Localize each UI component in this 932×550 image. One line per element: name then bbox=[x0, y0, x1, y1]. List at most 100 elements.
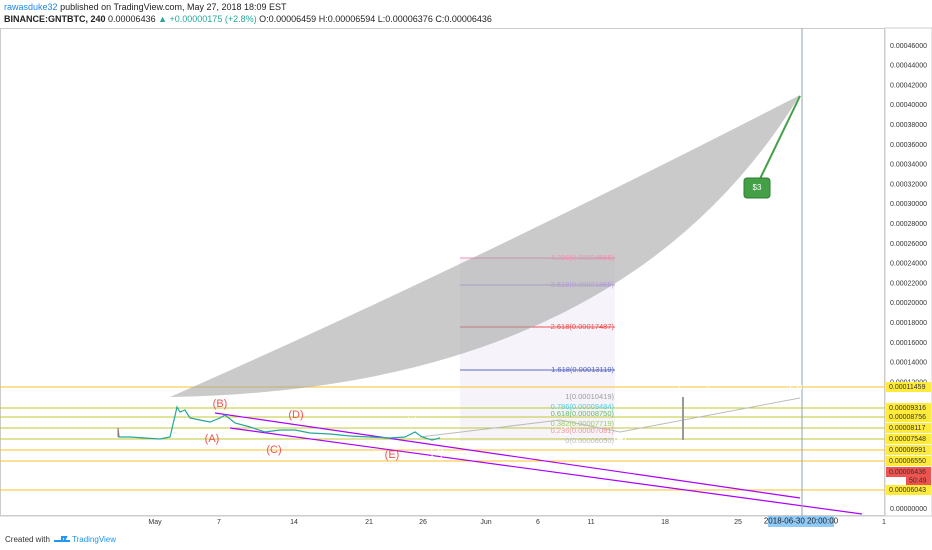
level-label: 0.00008117 bbox=[889, 425, 926, 432]
chart-area bbox=[0, 28, 885, 516]
level-box bbox=[886, 412, 931, 422]
level-box bbox=[886, 382, 931, 392]
fib-label: 0(0.00006050) bbox=[565, 436, 614, 445]
last-price-box bbox=[886, 467, 931, 477]
last-price: 0.00006436 bbox=[889, 469, 926, 476]
level-label: 0.00008756 bbox=[889, 414, 926, 421]
wave-label: (D) bbox=[288, 409, 303, 421]
footer-text: Created with bbox=[5, 535, 50, 544]
user[interactable]: rawasduke32 bbox=[4, 2, 58, 12]
callout-box bbox=[743, 177, 771, 199]
brand[interactable]: TradingView bbox=[72, 535, 116, 544]
channel-line bbox=[214, 412, 801, 499]
level-label: 0.00006991 bbox=[889, 447, 926, 454]
callout: $3 bbox=[753, 183, 762, 192]
time-label: Jun bbox=[480, 519, 491, 526]
levels bbox=[0, 386, 885, 491]
level-box bbox=[886, 485, 931, 495]
cursor-box bbox=[768, 516, 834, 527]
price-label: 0.00014000 bbox=[890, 360, 927, 367]
wave-label: (C) bbox=[266, 444, 281, 456]
fib-label: 4.236(0.00024555) bbox=[551, 253, 615, 262]
price-label: 0.00026000 bbox=[890, 241, 927, 248]
symbol-line: BINANCE:GNTBTC, 240 0.00006436 ▲ +0.0000… bbox=[4, 14, 492, 24]
level-box bbox=[886, 445, 931, 455]
time-label: 1 bbox=[882, 519, 886, 526]
level-label: 0.00011459 bbox=[889, 384, 926, 391]
fib-label: 0.618(0.00008750) bbox=[551, 409, 615, 418]
time-label: 18 bbox=[661, 519, 669, 526]
price-label: 0.00000000 bbox=[890, 506, 927, 513]
fib-label: 1(0.00010419) bbox=[565, 392, 614, 401]
price-label: 0.00030000 bbox=[890, 201, 927, 208]
time-label: 25 bbox=[734, 519, 742, 526]
price-label: 0.00016000 bbox=[890, 340, 927, 347]
level-label: 0.00009316 bbox=[889, 405, 926, 412]
countdown: 50:49 bbox=[909, 477, 927, 484]
level-box bbox=[886, 423, 931, 433]
time-label: 14 bbox=[290, 519, 298, 526]
price-label: 0.00042000 bbox=[890, 82, 927, 89]
published: published on TradingView.com, May 27, 20… bbox=[60, 2, 287, 12]
fib-label: 0.786(0.00009484) bbox=[551, 402, 615, 411]
cursor-label: 2018-06-30 20:00:00 bbox=[764, 517, 839, 526]
wave-label: (2) bbox=[430, 446, 443, 458]
time-label: 7 bbox=[217, 519, 221, 526]
price-label: 0.00024000 bbox=[890, 261, 927, 268]
logo bbox=[54, 536, 70, 542]
price: 0.00006436 bbox=[108, 14, 156, 24]
price-label: 0.00020000 bbox=[890, 300, 927, 307]
level-label: 0.00006550 bbox=[889, 458, 926, 465]
level-box bbox=[886, 456, 931, 466]
price-line bbox=[117, 405, 441, 441]
projection-path bbox=[419, 397, 801, 438]
level-label: 0.00006043 bbox=[889, 487, 926, 494]
wave-label: (3) bbox=[559, 426, 572, 438]
fib-label: 1.618(0.00013119) bbox=[551, 365, 614, 374]
price-label: 0.00038000 bbox=[890, 122, 927, 129]
symbol: BINANCE:GNTBTC, 240 bbox=[4, 14, 106, 24]
wave-label: (A) bbox=[205, 433, 220, 445]
time-label: 6 bbox=[536, 519, 540, 526]
time-label: 21 bbox=[365, 519, 373, 526]
header-line: rawasduke32 published on TradingView.com… bbox=[4, 2, 287, 12]
fib-label: 0.382(0.00007719) bbox=[551, 419, 615, 428]
price-label: 0.00022000 bbox=[890, 280, 927, 287]
wave-label: (5) bbox=[789, 381, 802, 393]
price-label: 0.00032000 bbox=[890, 181, 927, 188]
time-label: May bbox=[148, 519, 162, 526]
level-box bbox=[886, 434, 931, 444]
price-label: 0.00044000 bbox=[890, 63, 927, 70]
wave-label: (4) bbox=[613, 432, 626, 444]
price-label: 0.00034000 bbox=[890, 162, 927, 169]
time-labels: May 7 14 21 26 Jun 6 11 18 25 1 bbox=[148, 519, 886, 526]
projection-arc bbox=[170, 95, 800, 397]
level-box bbox=[886, 403, 931, 413]
wave-label: (E) bbox=[385, 449, 400, 461]
price-label: 0.00018000 bbox=[890, 320, 927, 327]
price-labels: 0.00046000 0.00044000 0.00042000 0.00040000… bbox=[886, 43, 931, 513]
price-label: 0.00040000 bbox=[890, 102, 927, 109]
time-label: 11 bbox=[587, 519, 594, 526]
ohlc: L:0.00006376 bbox=[378, 14, 433, 24]
ohlc: H:0.00006594 bbox=[319, 14, 376, 24]
wave-label: (1) bbox=[405, 416, 418, 428]
level-label: 0.00007548 bbox=[889, 436, 926, 443]
time-label: 26 bbox=[419, 519, 427, 526]
measure-label: 0.00004404 (72.82%) 4404 bbox=[633, 379, 731, 388]
change: ▲ +0.00000175 (+2.8%) bbox=[158, 14, 256, 24]
ohlc: C:0.00006436 bbox=[435, 14, 492, 24]
wave-label: (B) bbox=[213, 398, 228, 410]
fib-labels: 4.236(0.00024555) 3.618(0.00021855) 2.618(… bbox=[551, 253, 615, 445]
channel-line bbox=[229, 427, 863, 515]
callout-arrow bbox=[756, 95, 801, 186]
fib-label: 3.618(0.00021855) bbox=[551, 280, 615, 289]
price-label: 0.00036000 bbox=[890, 142, 927, 149]
countdown-box bbox=[906, 476, 931, 485]
price-label: 0.00046000 bbox=[890, 43, 927, 50]
price-label: 0.00028000 bbox=[890, 221, 927, 228]
ohlc: O:0.00006459 bbox=[259, 14, 316, 24]
fib-label: 0.236(0.00007081) bbox=[551, 426, 615, 435]
